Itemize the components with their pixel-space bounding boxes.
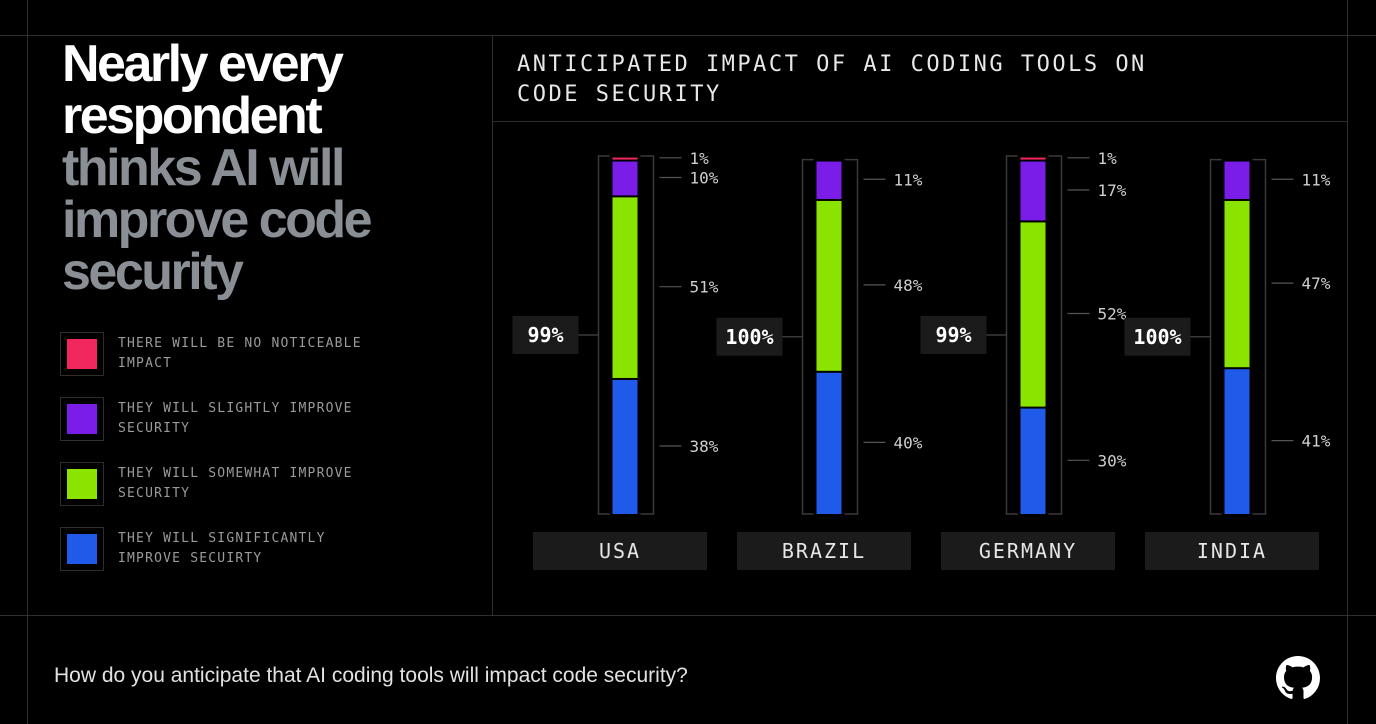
headline: Nearly every respondent thinks AI will i… <box>62 38 482 298</box>
footer-top-line <box>0 615 1376 616</box>
legend-label-significantly: THEY WILL SIGNIFICANTLY IMPROVE SECUIRTY <box>118 531 326 566</box>
bar-segment <box>612 161 638 196</box>
bar-bracket-right <box>1048 155 1063 515</box>
legend-swatch-frame <box>60 332 104 376</box>
frame-left-line <box>27 0 28 724</box>
category-label: INDIA <box>1197 539 1267 563</box>
value-label: 17% <box>1098 181 1127 200</box>
category-box <box>941 532 1115 570</box>
total-badge <box>1124 317 1191 356</box>
legend-swatch-significantly <box>67 534 97 564</box>
bar-segment <box>612 379 638 514</box>
legend-swatch-frame <box>60 397 104 441</box>
total-bracket <box>1209 158 1222 515</box>
github-icon <box>1276 656 1320 699</box>
bar-segment <box>1224 369 1250 514</box>
total-badge <box>920 316 987 354</box>
bar-segment <box>1224 200 1250 368</box>
survey-question: How do you anticipate that AI coding too… <box>54 664 688 687</box>
legend-swatch-frame <box>60 527 104 571</box>
category-box <box>533 532 707 570</box>
value-label: 11% <box>1302 170 1331 189</box>
bar-segment <box>612 157 638 160</box>
legend-label-somewhat: THEY WILL SOMEWHAT IMPROVE SECURITY <box>118 466 353 501</box>
value-label: 30% <box>1098 451 1127 470</box>
value-label: 41% <box>1302 432 1331 451</box>
category-label: GERMANY <box>979 539 1077 563</box>
bar-segment <box>816 161 842 199</box>
legend-item-slightly: THEY WILL SLIGHTLY IMPROVE SECURITY <box>60 395 368 443</box>
legend-label-slightly: THEY WILL SLIGHTLY IMPROVE SECURITY <box>118 401 353 436</box>
chart-title: ANTICIPATED IMPACT OF AI CODING TOOLS ON… <box>517 52 1147 107</box>
legend-swatch-somewhat <box>67 469 97 499</box>
value-label: 1% <box>1098 149 1118 168</box>
value-label: 52% <box>1098 305 1127 324</box>
value-label: 47% <box>1302 274 1331 293</box>
value-label: 11% <box>894 170 923 189</box>
total-label: 99% <box>935 323 971 347</box>
legend: THERE WILL BE NO NOTICEABLE IMPACT THEY … <box>60 330 368 590</box>
bar-segment <box>1224 161 1250 199</box>
frame-top-line <box>0 35 1376 36</box>
legend-swatch-slightly <box>67 404 97 434</box>
total-bracket <box>1005 155 1018 515</box>
bar-bracket-right <box>640 155 655 515</box>
legend-item-significantly: THEY WILL SIGNIFICANTLY IMPROVE SECUIRTY <box>60 525 368 573</box>
bar-bracket-right <box>844 158 859 515</box>
category-label: USA <box>599 539 641 563</box>
legend-swatch-frame <box>60 462 104 506</box>
bar-segment <box>1020 408 1046 514</box>
headline-line-4: improve code <box>62 191 373 249</box>
headline-line-3: thinks AI will <box>62 139 345 197</box>
value-label: 48% <box>894 276 923 295</box>
total-label: 99% <box>527 323 563 347</box>
value-label: 40% <box>894 433 923 452</box>
total-bracket <box>597 155 610 515</box>
bar-bracket-right <box>1252 158 1267 515</box>
bar-segment <box>816 372 842 514</box>
value-label: 38% <box>690 437 719 456</box>
headline-line-5: security <box>62 243 244 301</box>
title-underline <box>492 121 1348 122</box>
total-badge <box>512 316 579 354</box>
legend-swatch-no-impact <box>67 339 97 369</box>
total-label: 100% <box>1133 325 1181 349</box>
total-label: 100% <box>725 325 773 349</box>
frame-divider-line <box>492 35 493 615</box>
bar-segment <box>612 197 638 378</box>
legend-item-no-impact: THERE WILL BE NO NOTICEABLE IMPACT <box>60 330 368 378</box>
headline-line-1: Nearly every <box>62 35 344 93</box>
total-badge <box>716 317 783 356</box>
frame-right-line <box>1347 0 1348 724</box>
bar-segment <box>1020 222 1046 407</box>
bar-segment <box>816 200 842 371</box>
category-label: BRAZIL <box>782 539 866 563</box>
value-label: 1% <box>690 149 710 168</box>
bar-segment <box>1020 161 1046 221</box>
value-label: 10% <box>690 168 719 187</box>
legend-label-no-impact: THERE WILL BE NO NOTICEABLE IMPACT <box>118 336 362 371</box>
headline-line-2: respondent <box>62 87 323 145</box>
category-box <box>737 532 911 570</box>
value-label: 51% <box>690 278 719 297</box>
total-bracket <box>801 158 814 515</box>
category-box <box>1145 532 1319 570</box>
legend-item-somewhat: THEY WILL SOMEWHAT IMPROVE SECURITY <box>60 460 368 508</box>
bar-segment <box>1020 157 1046 160</box>
